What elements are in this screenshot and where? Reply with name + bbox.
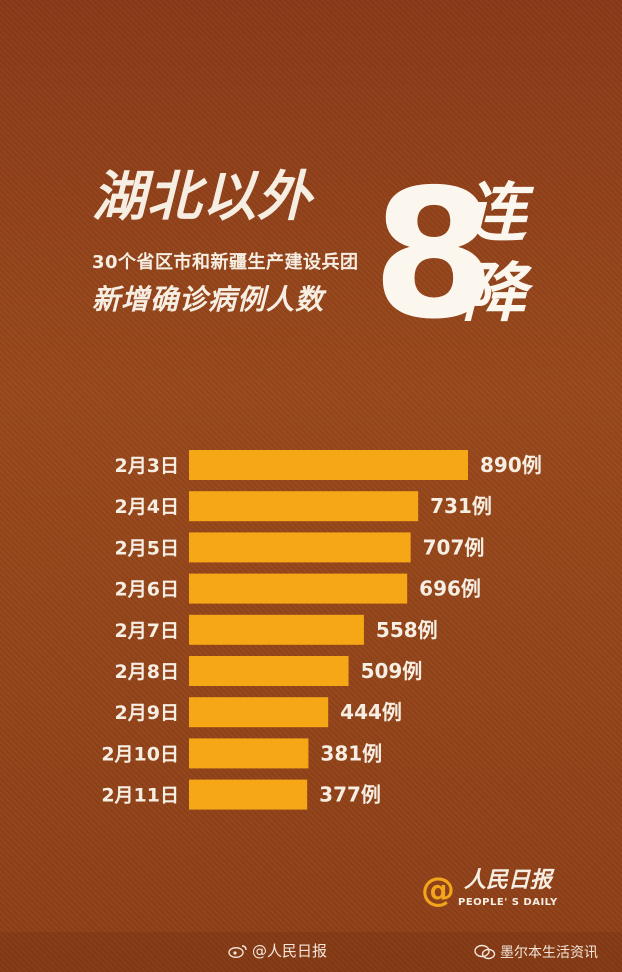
bar <box>189 697 329 728</box>
title-jiang: 降 <box>462 257 526 331</box>
value-label: 444例 <box>340 700 402 724</box>
logo-at-icon: @ <box>421 870 455 910</box>
title-subtitle-regions: 30个省区市和新疆生产建设兵团 <box>92 252 359 273</box>
bar-chart: 2月3日 890例 2月4日 731例 2月5日 707例 2月6日 696例 2月7日 558例… <box>101 450 542 810</box>
weibo-text: @人民日报 <box>252 942 328 960</box>
category-label: 2月8日 <box>115 661 179 683</box>
category-label: 2月7日 <box>115 620 179 642</box>
category-label: 2月10日 <box>101 743 179 765</box>
category-label: 2月11日 <box>101 785 179 807</box>
category-label: 2月6日 <box>115 579 179 601</box>
logo-english-name: PEOPLE' S DAILY <box>458 897 558 908</box>
value-label: 707例 <box>423 535 485 559</box>
logo-chinese-name: 人民日报 <box>464 868 553 893</box>
bar <box>189 532 411 563</box>
category-label: 2月9日 <box>115 702 179 724</box>
wechat-watermark: 墨尔本生活资讯 <box>474 944 598 960</box>
bar <box>189 738 309 769</box>
weibo-watermark: @人民日报 <box>228 944 327 959</box>
footer-bar <box>0 932 622 972</box>
value-label: 377例 <box>319 783 381 807</box>
value-label: 696例 <box>419 577 481 601</box>
big-number-eight: 8 <box>372 151 496 358</box>
category-label: 2月3日 <box>115 455 179 477</box>
category-label: 2月5日 <box>115 537 179 559</box>
title-main: 湖北以外 <box>92 165 312 228</box>
title-subtitle-cases: 新增确诊病例人数 <box>92 283 325 316</box>
value-label: 558例 <box>376 618 438 642</box>
bar <box>189 573 408 604</box>
peoples-daily-logo: @ 人民日报 PEOPLE' S DAILY <box>420 868 580 918</box>
bar <box>189 491 419 522</box>
weibo-icon <box>228 945 247 958</box>
bar <box>189 779 308 810</box>
value-label: 731例 <box>430 494 492 518</box>
title-block: 湖北以外 30个省区市和新疆生产建设兵团 新增确诊病例人数 8 连 降 <box>0 0 622 380</box>
value-label: 509例 <box>361 659 423 683</box>
bar <box>189 656 349 686</box>
title-lian: 连 <box>462 177 526 251</box>
bar <box>189 450 468 480</box>
bar <box>189 614 364 645</box>
value-label: 890例 <box>480 453 542 477</box>
wechat-icon <box>474 944 496 960</box>
value-label: 381例 <box>320 741 382 765</box>
category-label: 2月4日 <box>115 496 179 518</box>
wechat-text: 墨尔本生活资讯 <box>500 945 598 961</box>
